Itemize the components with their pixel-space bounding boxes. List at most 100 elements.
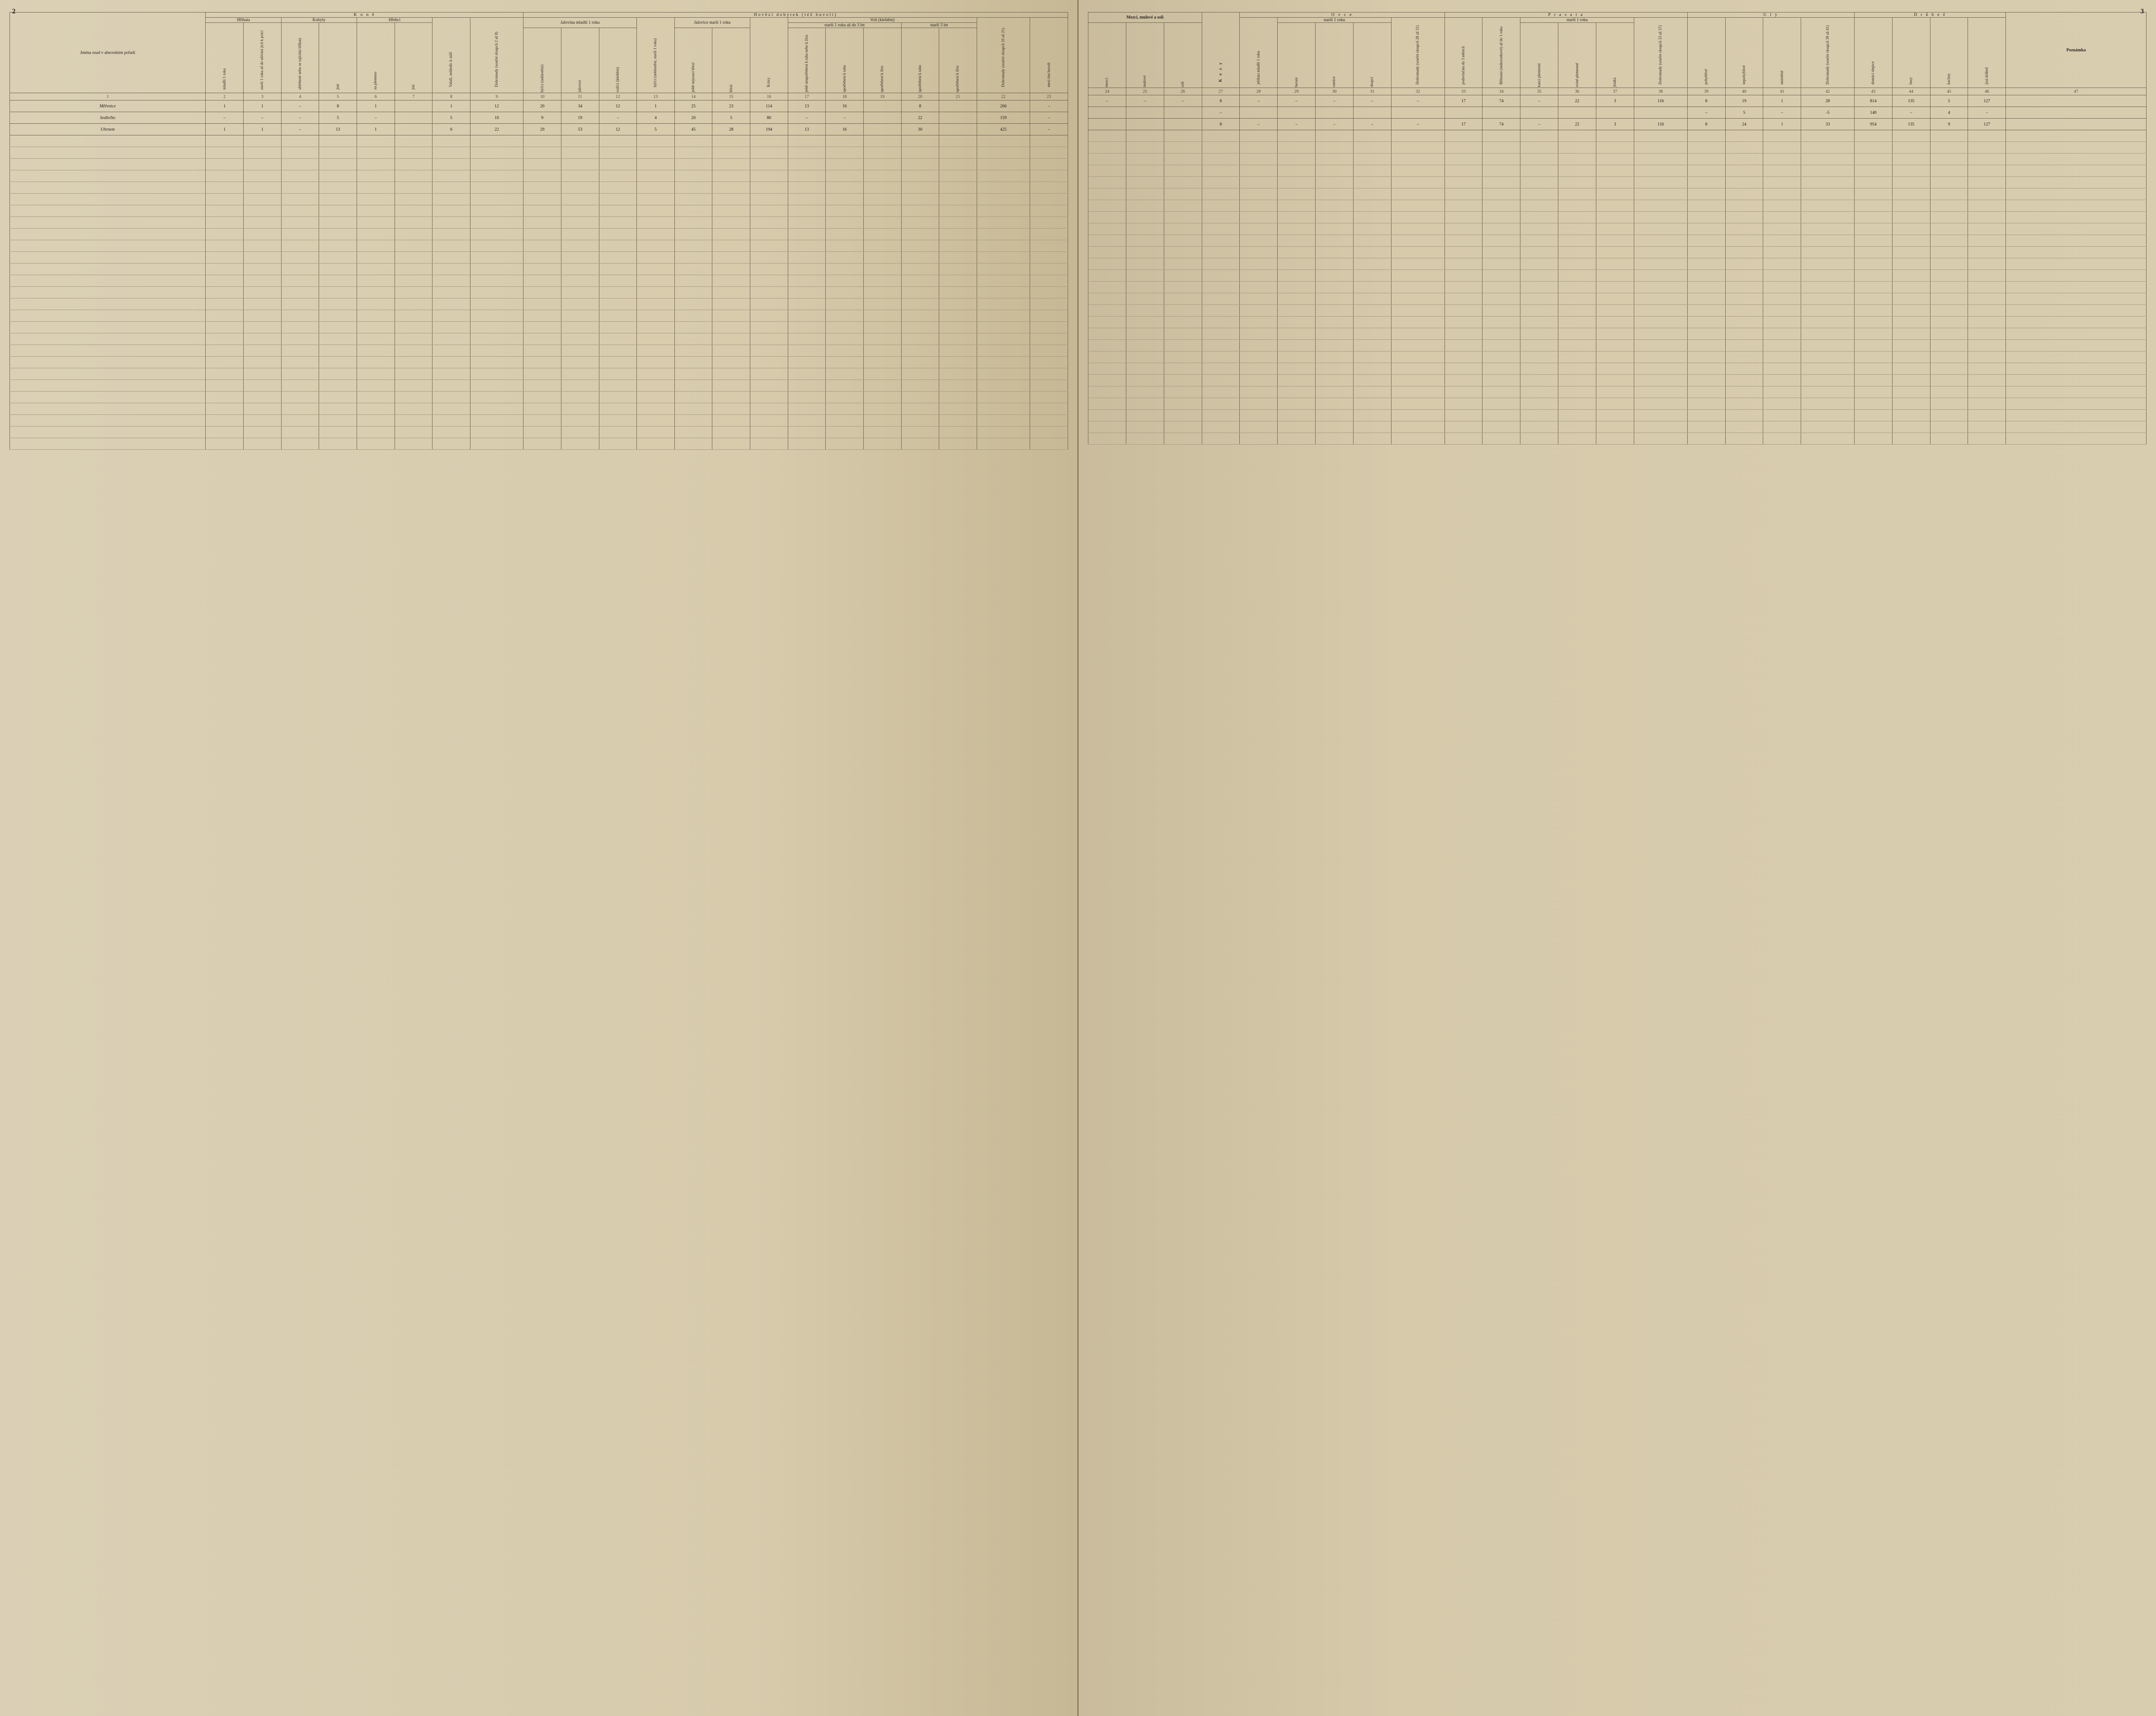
- cell-value: 33: [1801, 119, 1855, 130]
- cell-value: –: [1316, 119, 1354, 130]
- col-29: berani: [1278, 23, 1316, 88]
- cell-value: 194: [750, 124, 788, 135]
- cell-value: –: [281, 100, 319, 112]
- blank-row: [1088, 421, 2147, 433]
- blank-row: [10, 264, 1068, 275]
- blank-row: [10, 415, 1068, 427]
- table-row: ––5–-5140–4–: [1088, 107, 2147, 119]
- col-25: mulové: [1126, 23, 1164, 88]
- cell-value: 5: [319, 112, 357, 124]
- cell-value: 12: [599, 100, 637, 112]
- blank-row: [10, 135, 1068, 147]
- cell-value: 954: [1854, 119, 1892, 130]
- cell-value: 12: [470, 100, 523, 112]
- cell-value: [2006, 95, 2147, 107]
- col-44: husy: [1892, 18, 1930, 88]
- cell-value: –: [1763, 107, 1801, 119]
- col-18: upotřebení k tahu: [826, 28, 864, 93]
- blank-row: [10, 322, 1068, 333]
- col-20: upotřebení k tahu: [901, 28, 939, 93]
- col-15: březí: [712, 28, 750, 93]
- col-38: Dohromady (součet sloupců 33 až 37): [1634, 18, 1687, 88]
- cell-value: [1353, 107, 1391, 119]
- cell-value: 29: [523, 124, 561, 135]
- cell-value: –: [1088, 95, 1126, 107]
- blank-row: [10, 298, 1068, 310]
- settlement-name: Sedlečko: [10, 112, 206, 124]
- cell-value: [863, 124, 901, 135]
- cell-value: 1: [206, 100, 244, 112]
- blank-row: [10, 205, 1068, 217]
- blank-row: [1088, 328, 2147, 340]
- cell-value: –: [1353, 95, 1391, 107]
- col-31: skopci: [1353, 23, 1391, 88]
- cell-value: 80: [750, 112, 788, 124]
- cell-value: 20: [674, 112, 712, 124]
- blank-row: [1088, 433, 2147, 445]
- col-7: jiní: [395, 23, 432, 93]
- blank-row: [10, 310, 1068, 322]
- cell-value: 1: [357, 100, 395, 112]
- cell-value: 16: [826, 124, 864, 135]
- cell-value: –: [788, 112, 826, 124]
- blank-row: [10, 287, 1068, 298]
- blank-row: [1088, 305, 2147, 317]
- table-row: –––8–––––1774–2231168191288141355127: [1088, 95, 2147, 107]
- col-39: pohyblivé: [1687, 18, 1725, 88]
- cell-value: 116: [1634, 119, 1687, 130]
- blank-row: [1088, 177, 2147, 188]
- cell-value: 16: [826, 100, 864, 112]
- cell-value: [1482, 107, 1520, 119]
- cell-value: 25: [674, 100, 712, 112]
- blank-row: [10, 275, 1068, 287]
- blank-row: [10, 147, 1068, 159]
- cell-value: 8: [1202, 95, 1240, 107]
- ledger-table-right: Mezci, mulové a osli K o z y O v c e P r…: [1088, 12, 2147, 445]
- blank-row: [1088, 363, 2147, 375]
- cell-value: 425: [977, 124, 1030, 135]
- cell-value: [1445, 107, 1482, 119]
- page-number-right: 3: [2140, 8, 2144, 16]
- col-36: sviné plemenné: [1558, 23, 1596, 88]
- cell-value: 12: [599, 124, 637, 135]
- cell-value: 17: [1445, 119, 1482, 130]
- cell-value: 53: [561, 124, 599, 135]
- cell-value: 135: [1892, 119, 1930, 130]
- cell-value: 22: [470, 124, 523, 135]
- cell-value: 5: [712, 112, 750, 124]
- cell-value: [1126, 107, 1164, 119]
- cell-value: 3: [1596, 119, 1634, 130]
- section-mezci: Mezci, mulové a osli: [1088, 13, 1202, 23]
- cell-value: 1: [637, 100, 675, 112]
- sub-kobyly: Kobyly: [281, 18, 357, 23]
- cell-value: 4: [637, 112, 675, 124]
- col-45: kachny: [1930, 18, 1968, 88]
- blank-row: [10, 427, 1068, 438]
- sub-voli-a: starší 1 roku až do 3 let: [788, 23, 901, 28]
- cell-value: 22: [1558, 95, 1596, 107]
- cell-value: –: [244, 112, 282, 124]
- cell-value: –: [1240, 119, 1278, 130]
- cell-value: [395, 112, 432, 124]
- cell-value: 8: [1687, 119, 1725, 130]
- cell-value: [395, 100, 432, 112]
- cell-value: –: [1892, 107, 1930, 119]
- cell-value: 28: [712, 124, 750, 135]
- cell-value: [939, 124, 977, 135]
- col-kravy: Krávy: [750, 18, 788, 93]
- col-32: Dohromady (součet sloupců 28 až 31): [1391, 18, 1445, 88]
- cell-value: [1278, 107, 1316, 119]
- page-number-left: 2: [12, 8, 16, 16]
- blank-row: [1088, 200, 2147, 212]
- blank-row: [1088, 188, 2147, 200]
- sub-hribata: Hříbata: [206, 18, 281, 23]
- blank-row: [1088, 375, 2147, 386]
- cell-value: [1558, 107, 1596, 119]
- cell-value: 1: [357, 124, 395, 135]
- cell-value: –: [1030, 100, 1068, 112]
- blank-row: [1088, 386, 2147, 398]
- cell-value: 45: [674, 124, 712, 135]
- cell-value: [1164, 119, 1202, 130]
- blank-row: [10, 357, 1068, 368]
- cell-value: 28: [1801, 95, 1855, 107]
